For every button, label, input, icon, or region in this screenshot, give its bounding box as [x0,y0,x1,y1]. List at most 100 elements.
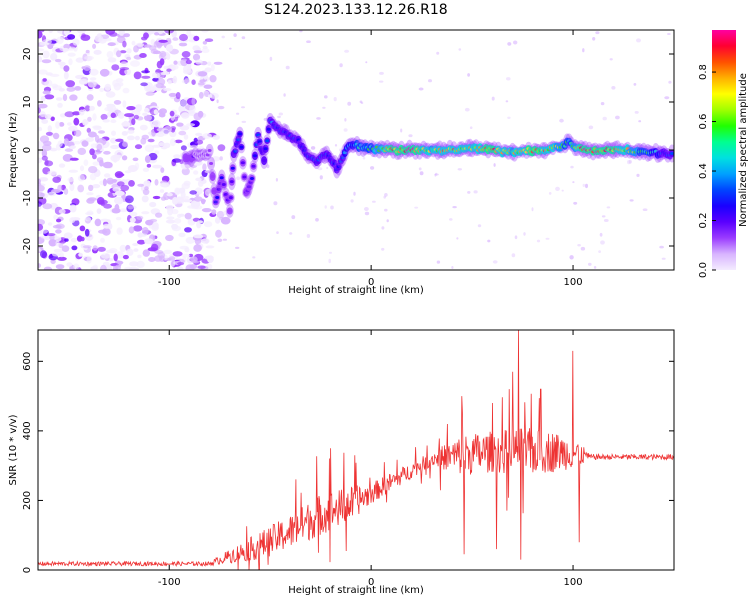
noise-speckle [81,66,86,70]
noise-speckle [103,150,111,155]
noise-speckle [116,227,123,235]
colorbar-tick-label: 0.2 [698,213,709,229]
noise-speckle [315,218,319,222]
noise-speckle [359,100,363,104]
ridge-core [257,140,262,144]
noise-speckle [63,232,73,239]
noise-speckle [189,105,196,113]
noise-speckle [42,38,52,45]
noise-speckle [69,217,76,224]
noise-speckle [592,37,596,41]
ridge-core [332,162,337,166]
noise-speckle [73,140,81,145]
noise-speckle [178,42,188,47]
noise-speckle [115,78,124,83]
noise-speckle [436,51,440,55]
noise-speckle [38,30,45,33]
ridge-core [247,185,251,189]
noise-speckle [306,234,311,238]
noise-speckle [144,114,152,122]
noise-speckle [181,51,191,58]
ridge-core [205,153,210,157]
noise-speckle [181,182,190,190]
snr-x-ticks: -100 0 100 [158,330,583,588]
noise-speckle [100,264,107,270]
noise-speckle [121,121,131,127]
noise-speckle [204,67,212,73]
noise-speckle [136,260,145,268]
x-tick-label: 0 [368,577,374,588]
noise-speckle [160,167,165,173]
noise-speckle [435,172,438,176]
noise-speckle [379,71,384,75]
noise-speckle [129,267,139,270]
noise-speckle [102,223,111,229]
noise-speckle [171,223,179,230]
noise-speckle [87,116,92,122]
noise-speckle [64,111,75,118]
ridge-core [215,196,220,199]
noise-speckle [221,35,225,39]
noise-speckle [38,248,41,252]
noise-speckle [74,86,82,91]
noise-speckle [203,84,213,89]
noise-speckle [236,112,240,115]
noise-speckle [215,229,222,238]
noise-speckle [82,245,92,249]
noise-speckle [147,247,158,252]
noise-speckle [88,166,98,174]
noise-speckle [76,30,86,34]
noise-speckle [536,239,541,243]
y-tick-label: 200 [22,491,33,510]
noise-speckle [419,171,424,176]
noise-speckle [73,117,80,126]
noise-speckle [103,203,112,209]
noise-speckle [163,88,172,92]
noise-speckle [606,206,611,209]
snr-y-label: SNR (10 * v/v) [8,414,19,485]
noise-speckle [67,52,76,57]
noise-speckle [86,127,92,133]
x-tick-label: 100 [564,577,583,588]
noise-speckle [137,239,146,245]
noise-speckle [63,43,71,50]
noise-speckle [56,218,62,223]
noise-speckle [61,245,70,253]
ridge-core [342,151,347,155]
noise-speckle [38,185,45,192]
noise-speckle [611,86,616,90]
noise-speckle [80,34,91,41]
noise-speckle [214,217,221,224]
noise-speckle [66,86,76,92]
ridge-core [263,147,268,151]
noise-speckle [137,183,145,187]
noise-speckle [38,178,41,184]
y-tick-label: 10 [22,96,33,109]
noise-speckle [418,167,422,171]
noise-speckle [128,180,135,187]
noise-speckle [192,53,201,61]
noise-speckle [112,187,121,192]
noise-speckle [236,176,241,181]
noise-speckle [570,165,574,169]
noise-speckle [142,112,148,117]
noise-speckle [114,196,124,205]
noise-speckle [41,119,48,123]
noise-speckle [86,94,94,101]
noise-speckle [74,129,82,137]
noise-speckle [62,47,69,52]
noise-speckle [78,109,85,116]
noise-speckle [132,157,139,162]
noise-speckle [83,159,89,166]
ridge-core [223,193,228,196]
snr-series-line [38,330,674,570]
noise-speckle [41,155,48,161]
noise-speckle [329,251,332,254]
noise-speckle [108,248,118,254]
noise-speckle [134,135,140,141]
ridge-core [230,166,235,170]
noise-speckle [105,91,116,98]
noise-speckle [111,130,116,136]
noise-speckle [628,159,632,164]
